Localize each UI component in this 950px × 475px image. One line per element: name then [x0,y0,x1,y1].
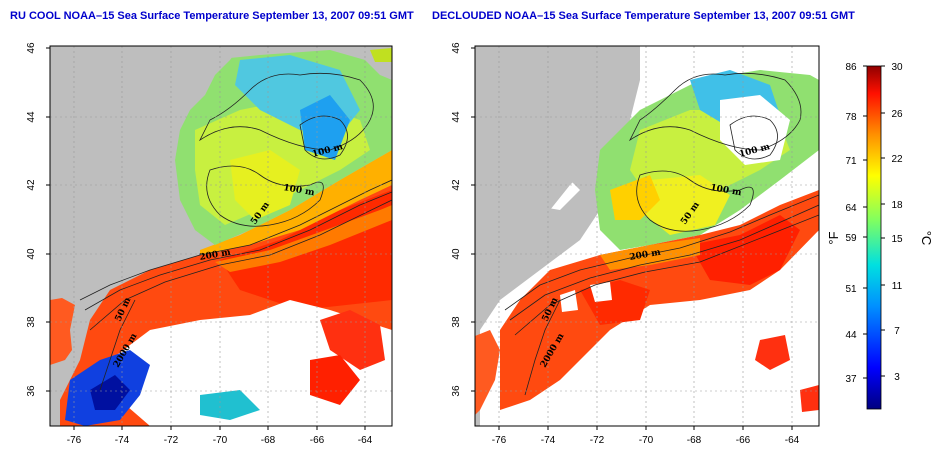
lon-tick-label: -68 [261,435,276,446]
sst-field [475,70,819,412]
lat-tick-label: 40 [451,248,462,260]
lon-tick-labels: -76 -74 -72 -70 -68 -66 -64 [67,435,373,446]
celsius-ticks: 30 26 22 18 15 11 7 3 [891,62,903,383]
c-tick-label: 15 [891,234,903,245]
coastline-land [50,46,240,320]
celsius-unit-label: °C [919,231,934,246]
lon-tick-label: -64 [785,435,800,446]
temperature-colorbar: 86 78 71 64 59 51 44 37 30 26 22 18 15 1… [826,62,934,410]
lon-tick-label: -72 [590,435,605,446]
f-tick-label: 78 [845,112,857,123]
f-tick-label: 71 [845,156,857,167]
lon-tick-label: -72 [164,435,179,446]
lon-tick-label: -66 [736,435,751,446]
map-declouded: 100 m 100 m 50 m 200 m 50 m 2000 m -76 -… [451,42,820,446]
f-tick-label: 86 [845,62,857,73]
c-tick-label: 11 [892,281,903,292]
map-frame [49,45,393,427]
lat-tick-label: 44 [451,111,462,123]
bathymetry-contours [504,72,819,396]
panel-title-declouded: DECLOUDED NOAA–15 Sea Surface Temperatur… [432,10,855,22]
coastline-land [475,46,640,340]
panel-title-ru-cool: RU COOL NOAA–15 Sea Surface Temperature … [10,10,414,22]
lat-tick-labels: 46 44 42 40 38 36 [26,42,37,397]
lat-tick-label: 46 [451,42,462,54]
lon-tick-label: -76 [492,435,507,446]
lat-tick-labels: 46 44 42 40 38 36 [451,42,462,397]
f-tick-label: 51 [845,284,857,295]
lat-tick-label: 42 [26,179,37,191]
f-tick-label: 37 [845,374,857,385]
lat-lon-grid [475,46,819,426]
c-tick-label: 3 [894,372,900,383]
lon-tick-label: -74 [115,435,130,446]
lat-tick-label: 38 [26,316,37,328]
lat-tick-label: 36 [26,385,37,397]
lat-tick-label: 46 [26,42,37,54]
sst-field [50,48,392,426]
lon-tick-label: -70 [213,435,228,446]
lon-tick-labels: -76 -74 -72 -70 -68 -66 -64 [492,435,800,446]
c-tick-label: 26 [891,109,903,120]
lon-tick-label: -74 [541,435,556,446]
c-tick-label: 22 [891,154,903,165]
f-tick-label: 64 [845,203,857,214]
lat-tick-label: 38 [451,316,462,328]
c-tick-label: 18 [891,200,903,211]
bathymetry-contours [79,72,392,391]
lon-tick-label: -76 [67,435,82,446]
lon-tick-label: -70 [639,435,654,446]
f-tick-label: 59 [845,233,857,244]
lat-tick-label: 42 [451,179,462,191]
colorbar-gradient [866,65,882,410]
lat-tick-label: 44 [26,111,37,123]
fahrenheit-unit-label: °F [826,231,841,244]
f-tick-label: 44 [845,330,857,341]
fahrenheit-ticks: 86 78 71 64 59 51 44 37 [845,62,857,385]
c-tick-label: 7 [894,326,900,337]
lat-lon-grid [50,46,392,426]
lat-tick-label: 40 [26,248,37,260]
c-tick-label: 30 [891,62,903,73]
map-frame [474,45,820,427]
lon-tick-label: -64 [358,435,373,446]
lat-tick-label: 36 [451,385,462,397]
lon-tick-label: -68 [687,435,702,446]
lon-tick-label: -66 [310,435,325,446]
map-ru-cool: 100 m 100 m 50 m 200 m 50 m 2000 m -76 -… [26,42,393,446]
